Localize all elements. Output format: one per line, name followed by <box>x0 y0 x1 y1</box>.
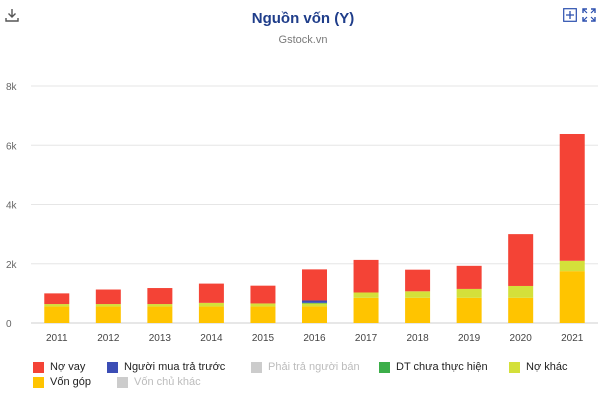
bar-segment <box>44 306 70 323</box>
x-tick-label: 2015 <box>252 333 275 344</box>
x-tick-label: 2011 <box>46 333 68 344</box>
bar-segment <box>198 283 224 303</box>
bar-segment <box>353 259 379 293</box>
download-icon[interactable] <box>4 7 20 23</box>
bar-segment <box>302 269 327 301</box>
bar-segment <box>250 303 276 307</box>
bar-segment <box>456 288 482 298</box>
x-tick-label: 2014 <box>200 333 223 344</box>
plus-square-icon[interactable] <box>563 8 577 22</box>
legend-label: Nợ vay <box>50 361 86 373</box>
legend-swatch <box>251 361 262 373</box>
chart-subtitle: Gstock.vn <box>278 34 328 46</box>
chart-plot-area: 0 2k 4k 6k 8k 2011 2012 2013 2014 2015 2016 2017 201… <box>6 82 598 344</box>
bar-segment <box>405 269 431 292</box>
legend-item-phai-tra-nguoi-ban[interactable]: Phải trả người bán <box>251 361 360 373</box>
bar-segment <box>559 271 585 323</box>
fullscreen-icon[interactable] <box>582 8 596 22</box>
x-tick-label: 2016 <box>303 333 326 344</box>
bar-segment <box>405 297 431 323</box>
y-tick-label: 0 <box>6 319 12 330</box>
legend-swatch <box>117 376 128 388</box>
x-tick-label: 2013 <box>149 333 172 344</box>
x-tick-label: 2021 <box>561 333 584 344</box>
bar-segment <box>44 293 70 305</box>
bar-segment <box>353 292 379 298</box>
x-tick-label: 2020 <box>510 333 533 344</box>
bar-segment <box>508 297 534 323</box>
bar-segment <box>302 306 327 323</box>
legend-swatch <box>509 361 520 373</box>
legend-item-no-vay[interactable]: Nợ vay <box>33 361 85 373</box>
bar-segment <box>198 302 224 307</box>
bar-segment <box>44 304 70 307</box>
bar-segment <box>456 297 482 323</box>
bar-segment <box>302 300 327 303</box>
x-tick-label: 2019 <box>458 333 481 344</box>
legend-item-von-gop[interactable]: Vốn góp <box>33 376 91 388</box>
bar-segment <box>95 289 121 305</box>
bar-segment <box>147 304 173 307</box>
bar-segment <box>250 285 276 304</box>
bar-segment <box>147 306 173 323</box>
legend-swatch <box>107 361 118 373</box>
bar-segment <box>95 306 121 323</box>
legend-item-nguoi-mua-tra-truoc[interactable]: Người mua trả trước <box>107 361 225 373</box>
legend-swatch <box>33 361 44 373</box>
bar-segment <box>353 297 379 323</box>
legend-item-dt-chua-thuc-hien[interactable]: DT chưa thực hiện <box>379 361 488 373</box>
bar-segment <box>95 304 121 307</box>
legend-label: Người mua trả trước <box>124 361 226 373</box>
bar-segment <box>302 302 327 304</box>
bar-segment <box>559 260 585 272</box>
bar-segment <box>508 285 534 298</box>
legend-swatch <box>379 361 390 373</box>
y-tick-label: 6k <box>6 141 18 152</box>
x-tick-label: 2012 <box>97 333 120 344</box>
y-tick-label: 8k <box>6 82 18 93</box>
x-tick-label: 2018 <box>406 333 429 344</box>
x-tick-label: 2017 <box>355 333 378 344</box>
bar-segment <box>559 133 585 261</box>
chart-title: Nguồn vốn (Y) <box>251 10 355 27</box>
y-tick-label: 4k <box>6 201 18 212</box>
legend-item-no-khac[interactable]: Nợ khác <box>509 361 567 373</box>
bar-segment <box>302 303 327 307</box>
legend-label: Vốn góp <box>50 376 91 388</box>
legend-label: Phải trả người bán <box>268 361 360 373</box>
bar-segment <box>198 306 224 323</box>
legend-swatch <box>33 376 44 388</box>
y-tick-label: 2k <box>6 260 18 271</box>
bar-segment <box>250 306 276 323</box>
legend-label: DT chưa thực hiện <box>396 361 488 373</box>
legend-label: Vốn chủ khác <box>134 376 201 388</box>
bar-segment <box>456 265 482 289</box>
bar-segment <box>405 291 431 298</box>
bar-segment <box>147 288 173 305</box>
legend-label: Nợ khác <box>526 361 568 373</box>
bar-segment <box>508 234 534 286</box>
legend-item-von-chu-khac[interactable]: Vốn chủ khác <box>117 376 201 388</box>
